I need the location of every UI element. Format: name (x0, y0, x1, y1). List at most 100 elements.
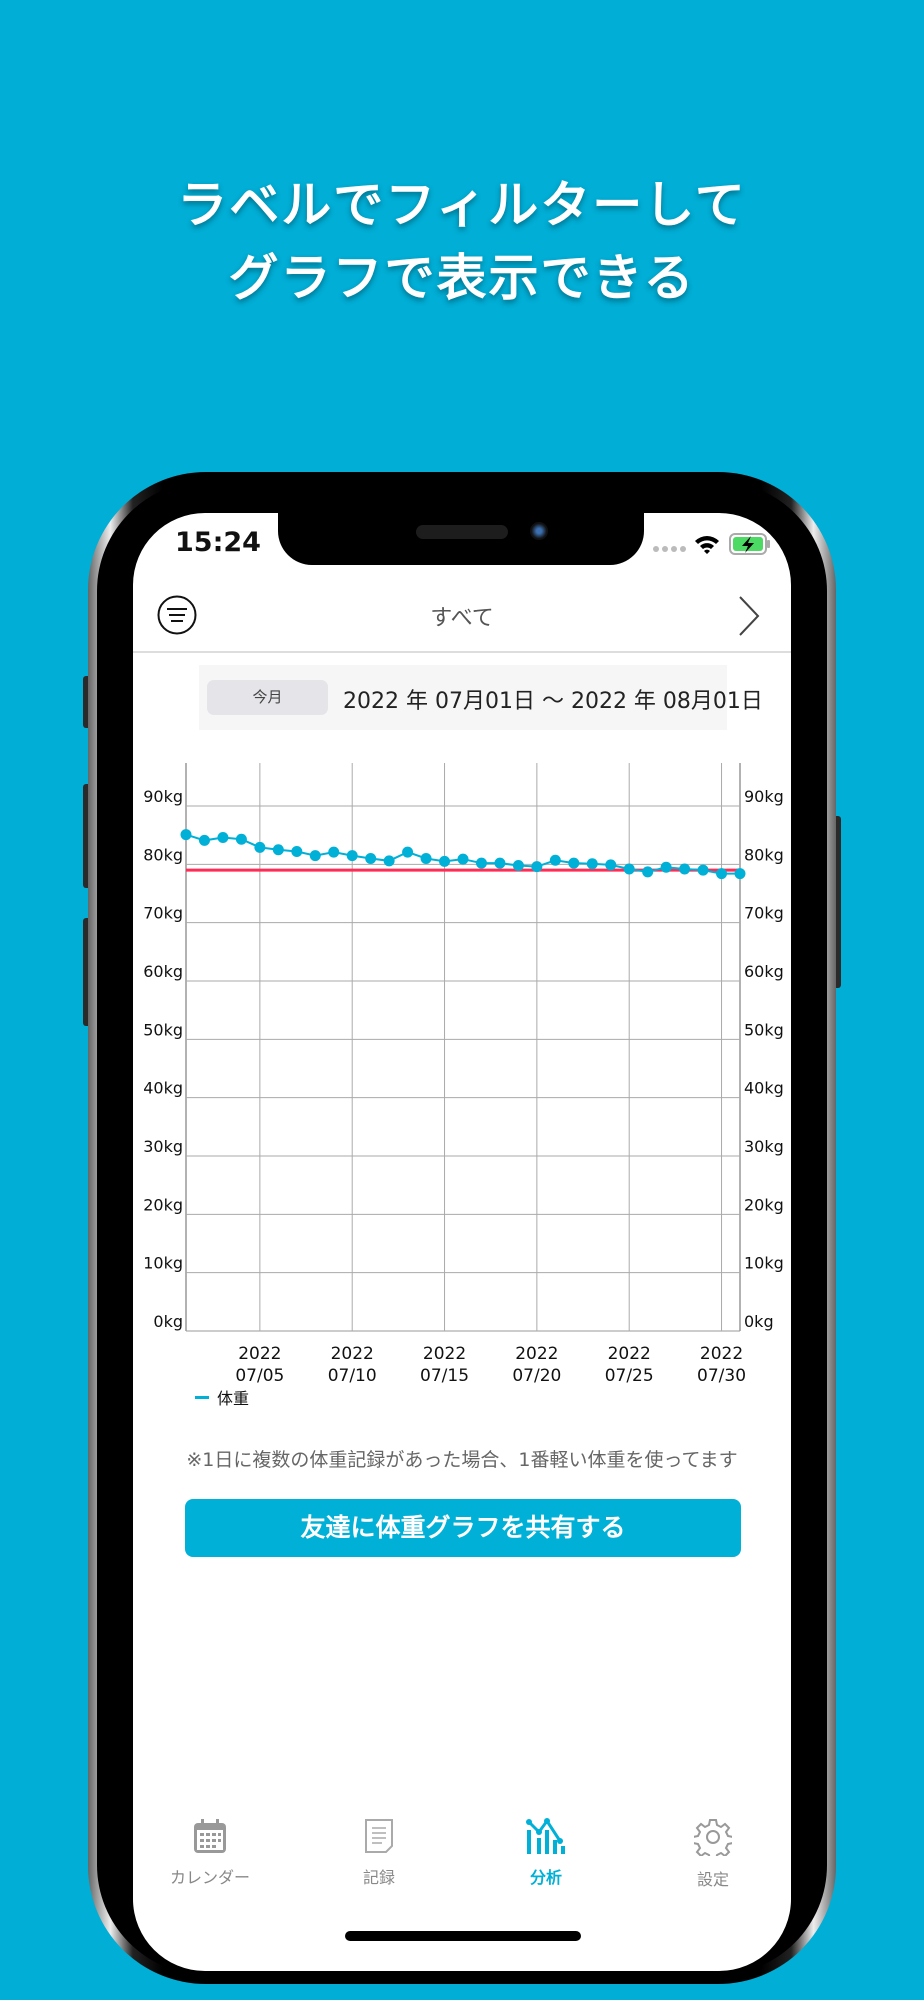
promo-line-2: グラフで表示できる (228, 249, 696, 307)
weight-data-point (660, 861, 672, 873)
y-tick-label-right: 70kg (744, 904, 784, 923)
notch (278, 513, 644, 565)
status-time: 15:24 (175, 527, 261, 558)
weight-chart: 0kg 0kg 10kg 10kg 20kg 20kg 30kg 30kg 40kg 40kg 50… (143, 763, 784, 1386)
weight-data-point (586, 858, 598, 870)
y-tick-label-right: 40kg (744, 1079, 784, 1098)
weight-data-point (272, 844, 284, 856)
y-tick-label-left: 50kg (143, 1020, 183, 1039)
weight-data-point (568, 857, 580, 869)
weight-data-point (365, 853, 377, 864)
weight-data-point (420, 853, 432, 864)
y-tick-label-right: 90kg (744, 787, 784, 806)
y-tick-label-right: 30kg (744, 1137, 784, 1156)
y-tick-label-left: 70kg (143, 904, 183, 923)
weight-data-point (697, 864, 709, 876)
weight-data-point (235, 833, 247, 845)
tab-label: 分析 (529, 1868, 562, 1887)
this-month-button[interactable]: 今月 (207, 680, 328, 715)
x-tick-date: 07/20 (512, 1366, 561, 1386)
y-tick-label-left: 90kg (143, 787, 183, 806)
tab-label: カレンダー (169, 1868, 250, 1887)
weight-data-point (475, 857, 487, 869)
home-indicator (345, 1931, 581, 1941)
weight-data-point (679, 863, 691, 875)
x-tick-date: 07/10 (328, 1366, 377, 1386)
weight-data-point (402, 846, 414, 858)
tab-calendar[interactable]: カレンダー (150, 1818, 270, 1888)
y-tick-label-right: 20kg (744, 1195, 784, 1214)
weight-data-point (309, 850, 321, 862)
chevron-right-icon[interactable] (737, 595, 761, 637)
weight-data-point (180, 829, 192, 841)
y-tick-label-left: 10kg (143, 1254, 183, 1273)
weight-data-point (642, 866, 654, 878)
x-tick-date: 07/30 (697, 1366, 746, 1386)
weight-data-point (457, 853, 469, 865)
weight-data-point (346, 850, 358, 862)
tab-label: 設定 (696, 1870, 729, 1889)
y-tick-label-right: 10kg (744, 1254, 784, 1273)
menu-circle-icon[interactable] (157, 595, 197, 635)
wifi-icon (695, 536, 719, 554)
x-tick-year: 2022 (515, 1344, 558, 1364)
x-tick-date: 07/15 (420, 1366, 469, 1386)
legend: 体重 (195, 1385, 249, 1409)
battery-charging-icon (729, 533, 770, 555)
weight-data-point (439, 855, 451, 867)
weight-data-point (217, 832, 229, 843)
weight-data-point (328, 846, 340, 858)
tab-records[interactable]: 記録 (319, 1818, 439, 1888)
y-tick-label-left: 0kg (153, 1312, 183, 1331)
weight-data-point (549, 854, 561, 866)
weight-data-point (494, 857, 506, 869)
y-tick-label-right: 0kg (744, 1312, 774, 1331)
weight-data-point (623, 863, 635, 875)
legend-label: 体重 (217, 1389, 250, 1408)
y-tick-label-right: 50kg (744, 1020, 784, 1039)
promo-line-1: ラベルでフィルターして (177, 176, 747, 234)
tab-settings[interactable]: 設定 (653, 1818, 773, 1890)
x-tick-year: 2022 (238, 1344, 281, 1364)
weight-note: ※1日に複数の体重記録があった場合、1番軽い体重を使ってます (186, 1449, 738, 1471)
analytics-chart-icon (526, 1818, 565, 1854)
label-filter-title[interactable]: すべて (430, 606, 494, 631)
y-tick-label-left: 80kg (143, 845, 183, 864)
weight-data-point (291, 846, 303, 857)
x-tick-year: 2022 (331, 1344, 374, 1364)
phone-volume-down (83, 918, 91, 1026)
x-tick-year: 2022 (423, 1344, 466, 1364)
y-tick-label-right: 60kg (744, 962, 784, 981)
legend-swatch (195, 1395, 209, 1399)
tab-analysis[interactable]: 分析 (486, 1818, 606, 1888)
y-tick-label-right: 80kg (744, 845, 784, 864)
phone-volume-up (83, 784, 91, 888)
signal-icon (653, 546, 686, 552)
weight-data-point (254, 841, 266, 853)
weight-data-point (734, 868, 746, 880)
document-icon (365, 1819, 393, 1853)
weight-data-point (383, 855, 395, 867)
weight-data-point (716, 868, 728, 880)
tab-label: 記録 (362, 1868, 395, 1887)
share-graph-button[interactable]: 友達に体重グラフを共有する (185, 1499, 741, 1557)
weight-data-point (512, 860, 524, 871)
y-tick-label-left: 40kg (143, 1079, 183, 1098)
y-tick-label-left: 60kg (143, 962, 183, 981)
weight-data-point (198, 834, 210, 846)
phone-power-button (833, 816, 841, 988)
phone-silent-switch (83, 676, 91, 728)
x-tick-date: 07/05 (235, 1366, 284, 1386)
x-tick-date: 07/25 (605, 1366, 654, 1386)
calendar-icon (194, 1819, 226, 1853)
y-tick-label-left: 30kg (143, 1137, 183, 1156)
weight-data-point (531, 861, 543, 873)
y-tick-label-left: 20kg (143, 1195, 183, 1214)
gear-icon (692, 1819, 734, 1861)
x-tick-year: 2022 (608, 1344, 651, 1364)
header-divider (133, 651, 791, 653)
weight-data-point (605, 859, 617, 871)
x-tick-year: 2022 (700, 1344, 743, 1364)
app-screen: 15:24 すべて 今月 2022 年 07月01日 〜 2022 年 08月0… (133, 513, 791, 1971)
date-range[interactable]: 2022 年 07月01日 〜 2022 年 08月01日 (343, 689, 763, 714)
